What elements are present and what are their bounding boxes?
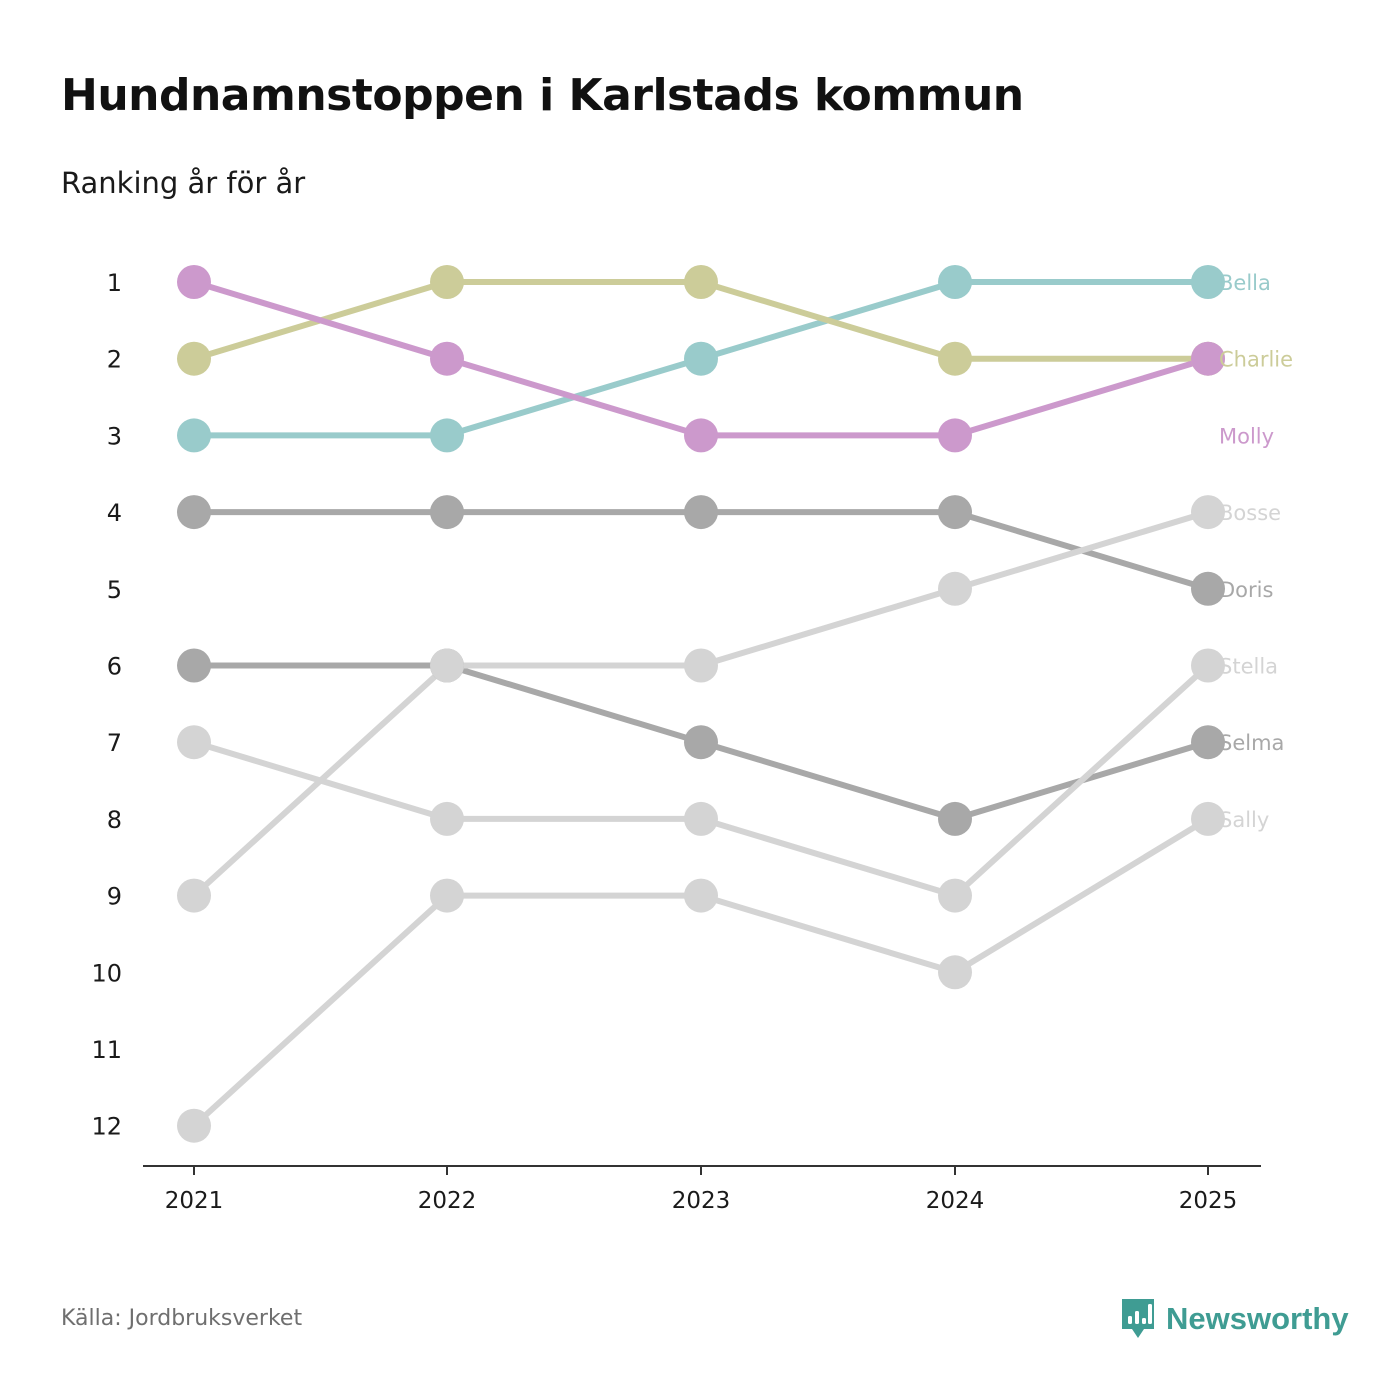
data-point-molly[interactable] [430, 341, 464, 376]
y-tick-label: 3 [107, 422, 122, 450]
data-point-charlie[interactable] [684, 265, 718, 299]
x-tick-label: 2024 [926, 1188, 985, 1214]
brand-logo-link[interactable]: Newsworthy [1120, 1297, 1349, 1341]
data-point-molly[interactable] [684, 418, 718, 453]
data-point-bosse[interactable] [684, 648, 718, 683]
y-tick-label: 5 [107, 576, 122, 604]
series-labels: Bella Charlie Molly Bosse Doris Stella Selma Sa… [1219, 271, 1293, 832]
data-point-sally[interactable] [1191, 801, 1225, 836]
data-point-selma[interactable] [177, 648, 211, 683]
data-point-sally[interactable] [177, 1108, 211, 1143]
y-tick-label: 2 [107, 346, 122, 374]
chart-title: Hundnamnstoppen i Karlstads kommun [61, 70, 1024, 121]
data-point-bosse[interactable] [430, 648, 464, 683]
source-note: Källa: Jordbruksverket [61, 1306, 303, 1331]
data-point-stella[interactable] [938, 878, 972, 913]
data-point-bella[interactable] [177, 418, 211, 453]
y-tick-label: 4 [107, 499, 122, 527]
data-point-bosse[interactable] [938, 571, 972, 606]
data-point-bella[interactable] [1191, 265, 1225, 299]
x-tick-label: 2021 [165, 1188, 224, 1214]
y-tick-label: 12 [91, 1113, 122, 1141]
data-point-doris[interactable] [177, 495, 211, 530]
data-point-sally[interactable] [684, 878, 718, 913]
series-lines [191, 279, 1211, 1129]
y-tick-label: 1 [107, 269, 122, 297]
brand-name: Newsworthy [1166, 1301, 1349, 1336]
y-tick-label: 10 [91, 959, 122, 987]
data-point-molly[interactable] [1191, 341, 1225, 376]
series-label-stella: Stella [1219, 655, 1278, 679]
data-point-doris[interactable] [938, 495, 972, 530]
series-line-bosse [191, 509, 1211, 899]
y-tick-label: 9 [107, 883, 122, 911]
data-point-sally[interactable] [430, 878, 464, 913]
x-tick-label: 2025 [1179, 1188, 1238, 1214]
series-line-sally [191, 815, 1211, 1129]
data-point-doris[interactable] [684, 495, 718, 530]
x-tick-label: 2022 [418, 1188, 477, 1214]
data-point-bosse[interactable] [177, 878, 211, 913]
data-point-bosse[interactable] [1191, 495, 1225, 530]
data-point-bella[interactable] [684, 341, 718, 376]
y-tick-label: 11 [91, 1036, 122, 1064]
data-point-bella[interactable] [938, 265, 972, 299]
data-point-charlie[interactable] [177, 341, 211, 376]
y-tick-label: 8 [107, 806, 122, 834]
data-point-selma[interactable] [1191, 725, 1225, 760]
data-point-stella[interactable] [430, 801, 464, 836]
newsworthy-logo-icon [1122, 1299, 1154, 1338]
data-point-bella[interactable] [430, 418, 464, 453]
series-points [177, 265, 1225, 1143]
series-label-bella: Bella [1219, 271, 1271, 295]
series-line-stella [191, 662, 1211, 899]
data-point-stella[interactable] [1191, 648, 1225, 683]
data-point-doris[interactable] [1191, 571, 1225, 606]
y-tick-label: 7 [107, 729, 122, 757]
data-point-stella[interactable] [684, 801, 718, 836]
data-point-charlie[interactable] [938, 341, 972, 376]
data-point-stella[interactable] [177, 725, 211, 760]
data-point-molly[interactable] [177, 265, 211, 299]
series-label-selma: Selma [1219, 731, 1284, 755]
data-point-selma[interactable] [684, 725, 718, 760]
series-label-molly: Molly [1219, 424, 1274, 448]
series-label-charlie: Charlie [1219, 348, 1293, 372]
data-point-charlie[interactable] [430, 265, 464, 299]
series-label-doris: Doris [1219, 578, 1273, 602]
data-point-molly[interactable] [938, 418, 972, 453]
series-label-sally: Sally [1219, 808, 1269, 832]
series-label-bosse: Bosse [1219, 501, 1281, 525]
y-tick-label: 6 [107, 653, 122, 681]
data-point-sally[interactable] [938, 955, 972, 990]
x-tick-label: 2023 [672, 1188, 731, 1214]
data-point-selma[interactable] [938, 801, 972, 836]
chart-subtitle: Ranking år för år [61, 166, 306, 200]
data-point-doris[interactable] [430, 495, 464, 530]
